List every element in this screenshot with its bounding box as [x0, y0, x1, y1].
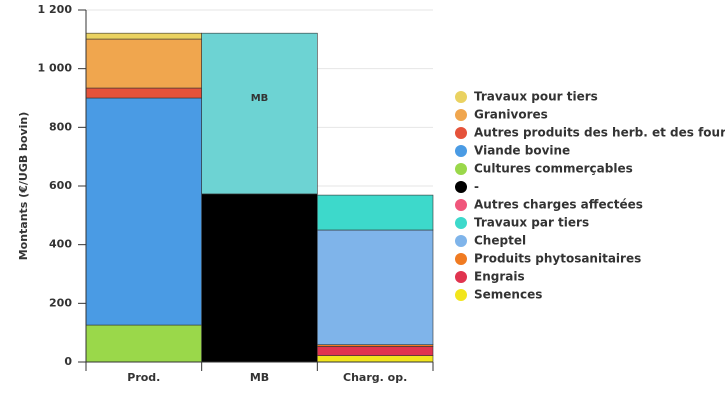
legend-label: Cheptel	[474, 234, 526, 248]
legend-label: -	[474, 180, 479, 194]
bar-segment	[85, 324, 202, 363]
legend-label: Semences	[474, 288, 542, 302]
legend-marker	[455, 289, 467, 301]
legend-label: Viande bovine	[474, 144, 570, 158]
bar-segment	[201, 32, 318, 195]
legend-marker	[455, 271, 467, 283]
legend-marker	[455, 217, 467, 229]
legend-label: Travaux pour tiers	[474, 90, 598, 104]
y-axis-label: Montants (€/UGB bovin)	[17, 112, 30, 261]
y-tick-label: 0	[64, 355, 72, 368]
legend-marker	[455, 199, 467, 211]
y-tick-label: 600	[49, 179, 72, 192]
legend-marker	[455, 253, 467, 265]
legend-marker	[455, 163, 467, 175]
legend-label: Autres charges affectées	[474, 198, 643, 212]
bar-segment	[85, 97, 202, 326]
legend-marker	[455, 127, 467, 139]
legend-marker	[455, 145, 467, 157]
legend-marker	[455, 109, 467, 121]
x-tick-label: MB	[250, 371, 269, 384]
bar-segment	[317, 346, 434, 356]
y-tick-label: 400	[49, 238, 72, 251]
legend-label: Granivores	[474, 108, 548, 122]
bar-segment	[85, 38, 202, 89]
legend-label: Autres produits des herb. et des four	[474, 126, 725, 140]
bar-label: MB	[251, 93, 269, 104]
legend-label: Travaux par tiers	[474, 216, 589, 230]
x-tick-label: Prod.	[127, 371, 160, 384]
legend-marker	[455, 181, 467, 193]
bar-segment	[317, 194, 434, 231]
legend-marker	[455, 235, 467, 247]
bar-segment	[85, 87, 202, 99]
legend-label: Engrais	[474, 270, 525, 284]
bar-segment	[317, 355, 434, 363]
x-tick-label: Charg. op.	[343, 371, 407, 384]
bar-segment	[317, 229, 434, 345]
y-tick-label: 200	[49, 296, 72, 309]
bar-segment	[85, 32, 202, 40]
legend-marker	[455, 91, 467, 103]
y-tick-label: 1 200	[38, 3, 73, 16]
y-tick-label: 800	[49, 120, 72, 133]
bar-segment	[201, 193, 318, 363]
legend-label: Cultures commerçables	[474, 162, 633, 176]
y-tick-label: 1 000	[38, 62, 73, 75]
legend-label: Produits phytosanitaires	[474, 252, 641, 266]
